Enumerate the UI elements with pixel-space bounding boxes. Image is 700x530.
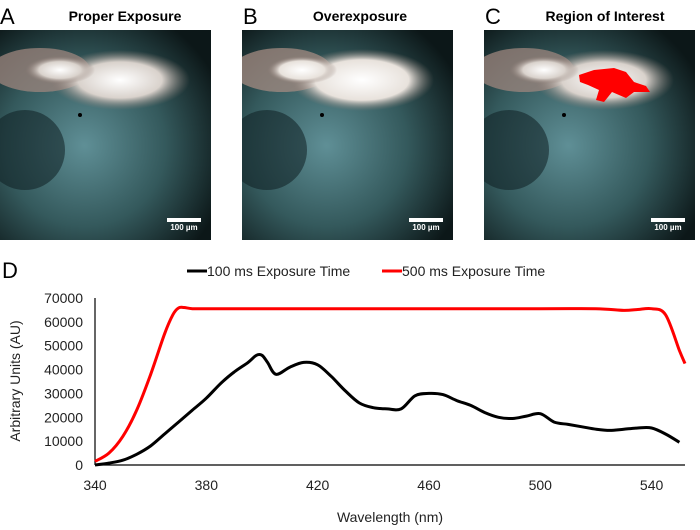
micrograph-overexposure: 100 µm — [242, 30, 453, 240]
y-tick-label: 70000 — [44, 290, 83, 306]
panel-title-c: Region of Interest — [545, 8, 665, 24]
x-tick-label: 380 — [195, 477, 219, 493]
panel-title-b: Overexposure — [312, 8, 408, 24]
scale-bar-label: 100 µm — [654, 223, 682, 232]
spectrum-chart: 100 ms Exposure Time 500 ms Exposure Tim… — [7, 263, 687, 525]
scale-bar: 100 µm — [651, 218, 685, 232]
y-tick-label: 20000 — [44, 409, 83, 425]
x-tick-label: 420 — [306, 477, 330, 493]
scale-bar-label: 100 µm — [412, 223, 440, 232]
panel-letter-b: B — [243, 4, 258, 29]
tissue-image — [242, 30, 453, 240]
scale-bar-label: 100 µm — [170, 223, 198, 232]
x-tick-label: 460 — [417, 477, 441, 493]
x-tick-label: 540 — [640, 477, 664, 493]
scale-bar: 100 µm — [167, 218, 201, 232]
panel-letter-c: C — [485, 4, 501, 29]
tissue-image — [484, 30, 695, 240]
series-line-100ms — [94, 352, 681, 467]
y-axis-label: Arbitrary Units (AU) — [7, 320, 23, 441]
tissue-image — [0, 30, 211, 240]
micrograph-proper-exposure: 100 µm — [0, 30, 211, 240]
y-tick-label: 40000 — [44, 362, 83, 378]
y-tick-label: 30000 — [44, 385, 83, 401]
region-of-interest-overlay — [579, 68, 650, 102]
x-axis-label: Wavelength (nm) — [337, 509, 443, 525]
y-tick-label: 0 — [75, 457, 83, 473]
panel-letter-d: D — [2, 258, 18, 283]
y-tick-label: 50000 — [44, 338, 83, 354]
y-tick-label: 10000 — [44, 433, 83, 449]
y-tick-label: 60000 — [44, 314, 83, 330]
micrograph-region-of-interest: 100 µm — [484, 30, 695, 240]
chart-legend: 100 ms Exposure Time 500 ms Exposure Tim… — [187, 263, 545, 279]
panel-letter-a: A — [0, 4, 15, 29]
x-tick-label: 340 — [83, 477, 107, 493]
series-line-500ms — [94, 305, 687, 463]
x-tick-label: 500 — [529, 477, 553, 493]
panel-title-a: Proper Exposure — [68, 8, 182, 24]
legend-label-100ms: 100 ms Exposure Time — [207, 263, 350, 279]
scale-bar: 100 µm — [409, 218, 443, 232]
legend-label-500ms: 500 ms Exposure Time — [402, 263, 545, 279]
